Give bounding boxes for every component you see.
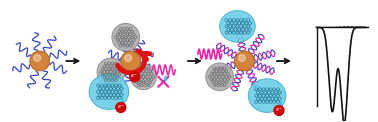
Circle shape [121,51,141,71]
Circle shape [239,55,245,61]
Ellipse shape [248,79,286,112]
Circle shape [274,106,284,115]
Ellipse shape [220,11,255,42]
Ellipse shape [89,74,129,109]
Circle shape [116,102,126,112]
Circle shape [34,55,41,61]
Circle shape [206,63,234,91]
Circle shape [125,55,132,61]
Text: $e^-$: $e^-$ [116,103,125,111]
Circle shape [234,51,254,71]
Circle shape [112,23,139,51]
Circle shape [30,51,50,71]
Text: $e^-$: $e^-$ [130,73,139,80]
Circle shape [97,58,125,86]
Circle shape [131,64,156,90]
Circle shape [130,72,139,82]
Text: $e^-$: $e^-$ [275,106,283,114]
